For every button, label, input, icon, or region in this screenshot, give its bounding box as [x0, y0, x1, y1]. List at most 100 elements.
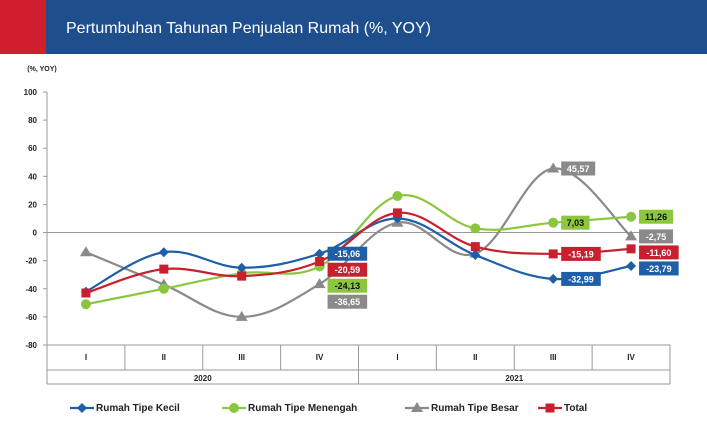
- data-label-box: [327, 262, 368, 277]
- x-tick-label: III: [238, 353, 245, 362]
- header-accent-bar: [0, 0, 46, 54]
- legend-marker: [77, 403, 87, 413]
- legend-label: Rumah Tipe Menengah: [248, 402, 358, 414]
- data-point: [159, 264, 169, 274]
- x-tick-label: I: [85, 353, 87, 362]
- data-point: [548, 273, 559, 284]
- data-label-box: [639, 229, 674, 244]
- legend-item-rumah-tipe-menengah: Rumah Tipe Menengah: [222, 396, 357, 420]
- data-label-text: 45,57: [567, 164, 590, 174]
- data-label-text: -36,65: [335, 297, 361, 307]
- data-label-text: -32,99: [568, 274, 594, 284]
- data-label-box: [327, 278, 368, 293]
- chart-header: Pertumbuhan Tahunan Penjualan Rumah (%, …: [0, 0, 707, 54]
- data-point: [548, 249, 558, 259]
- data-label: -23,79: [639, 261, 679, 276]
- data-label-text: -20,59: [335, 265, 361, 275]
- data-label-box: [561, 161, 596, 176]
- data-label-text: -24,13: [335, 281, 361, 291]
- legend-swatch: [70, 403, 94, 413]
- y-tick-label: 0: [33, 229, 38, 238]
- legend-item-total: Total: [538, 396, 587, 420]
- legend-label: Rumah Tipe Besar: [431, 402, 519, 414]
- legend-swatch: [538, 403, 562, 413]
- data-label: 45,57: [561, 161, 596, 176]
- x-tick-label: II: [162, 353, 166, 362]
- x-tick-label: IV: [627, 353, 635, 362]
- data-point: [392, 208, 402, 218]
- data-point: [314, 248, 325, 259]
- data-point: [158, 283, 169, 294]
- data-point: [313, 278, 326, 289]
- data-point: [470, 250, 481, 261]
- data-label-text: -15,19: [568, 249, 594, 259]
- data-point: [80, 299, 91, 310]
- legend-item-rumah-tipe-besar: Rumah Tipe Besar: [405, 396, 519, 420]
- y-tick-label: 100: [24, 88, 38, 97]
- data-label: 7,03: [561, 215, 590, 230]
- data-point: [158, 247, 169, 258]
- legend-swatch: [405, 402, 429, 412]
- y-tick-label: 80: [28, 116, 37, 125]
- data-label: -36,65: [327, 294, 368, 309]
- data-point: [315, 256, 325, 266]
- data-label-box: [327, 294, 368, 309]
- data-point: [626, 260, 637, 271]
- data-label: -20,59: [327, 262, 368, 277]
- data-point: [470, 223, 481, 234]
- data-point: [626, 211, 637, 222]
- data-label-box: [561, 246, 601, 261]
- data-point: [626, 244, 636, 254]
- x-group-label: 2021: [505, 374, 523, 383]
- data-point: [236, 262, 247, 273]
- data-label-text: -23,79: [646, 264, 672, 274]
- x-group-label: 2020: [194, 374, 212, 383]
- y-tick-label: 40: [28, 172, 37, 181]
- legend-marker: [545, 403, 555, 413]
- legend-item-rumah-tipe-kecil: Rumah Tipe Kecil: [70, 396, 180, 420]
- data-label: -24,13: [327, 278, 368, 293]
- legend-label: Rumah Tipe Kecil: [96, 402, 180, 414]
- y-tick-label: -80: [25, 341, 37, 350]
- x-tick-label: II: [473, 353, 477, 362]
- y-tick-label: -20: [25, 257, 37, 266]
- data-label: -32,99: [561, 271, 601, 286]
- data-label: -15,19: [561, 246, 601, 261]
- series-line: [85, 167, 632, 318]
- y-axis-unit-label: (%, YOY): [27, 66, 56, 73]
- data-label: -15,06: [327, 246, 368, 261]
- legend-marker: [229, 403, 239, 413]
- data-point: [237, 271, 247, 281]
- x-tick-label: IV: [316, 353, 324, 362]
- data-label-text: 7,03: [567, 218, 585, 228]
- data-label: -11,60: [639, 245, 679, 260]
- data-point: [548, 217, 559, 228]
- series-total: [81, 208, 636, 298]
- data-point: [81, 288, 91, 298]
- data-label-box: [327, 246, 368, 261]
- data-label-text: -11,60: [646, 248, 671, 258]
- x-tick-label: III: [550, 353, 557, 362]
- data-label: -2,75: [639, 229, 674, 244]
- chart-title: Pertumbuhan Tahunan Penjualan Rumah (%, …: [66, 20, 431, 37]
- data-label-text: 11,26: [645, 212, 667, 222]
- data-label-text: -15,06: [335, 249, 361, 259]
- data-label-box: [639, 261, 679, 276]
- data-label: 11,26: [639, 209, 674, 224]
- data-point: [235, 310, 248, 321]
- y-tick-label: 60: [28, 144, 37, 153]
- legend-label: Total: [564, 402, 588, 414]
- y-tick-label: -60: [25, 313, 37, 322]
- data-point: [547, 162, 560, 173]
- series-line: [85, 194, 632, 306]
- data-point: [470, 242, 480, 252]
- data-point: [625, 230, 638, 241]
- data-label-box: [561, 271, 601, 286]
- data-point: [79, 246, 92, 257]
- data-label-text: -2,75: [646, 232, 667, 242]
- legend-swatch: [222, 403, 246, 413]
- legend-marker: [411, 402, 423, 412]
- data-label-box: [561, 215, 590, 230]
- y-tick-label: -40: [25, 285, 37, 294]
